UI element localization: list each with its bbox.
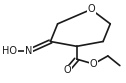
Text: O: O [63, 65, 71, 75]
Text: HO: HO [2, 46, 17, 56]
Text: O: O [87, 4, 95, 14]
Text: O: O [90, 59, 97, 69]
Text: N: N [25, 46, 33, 56]
